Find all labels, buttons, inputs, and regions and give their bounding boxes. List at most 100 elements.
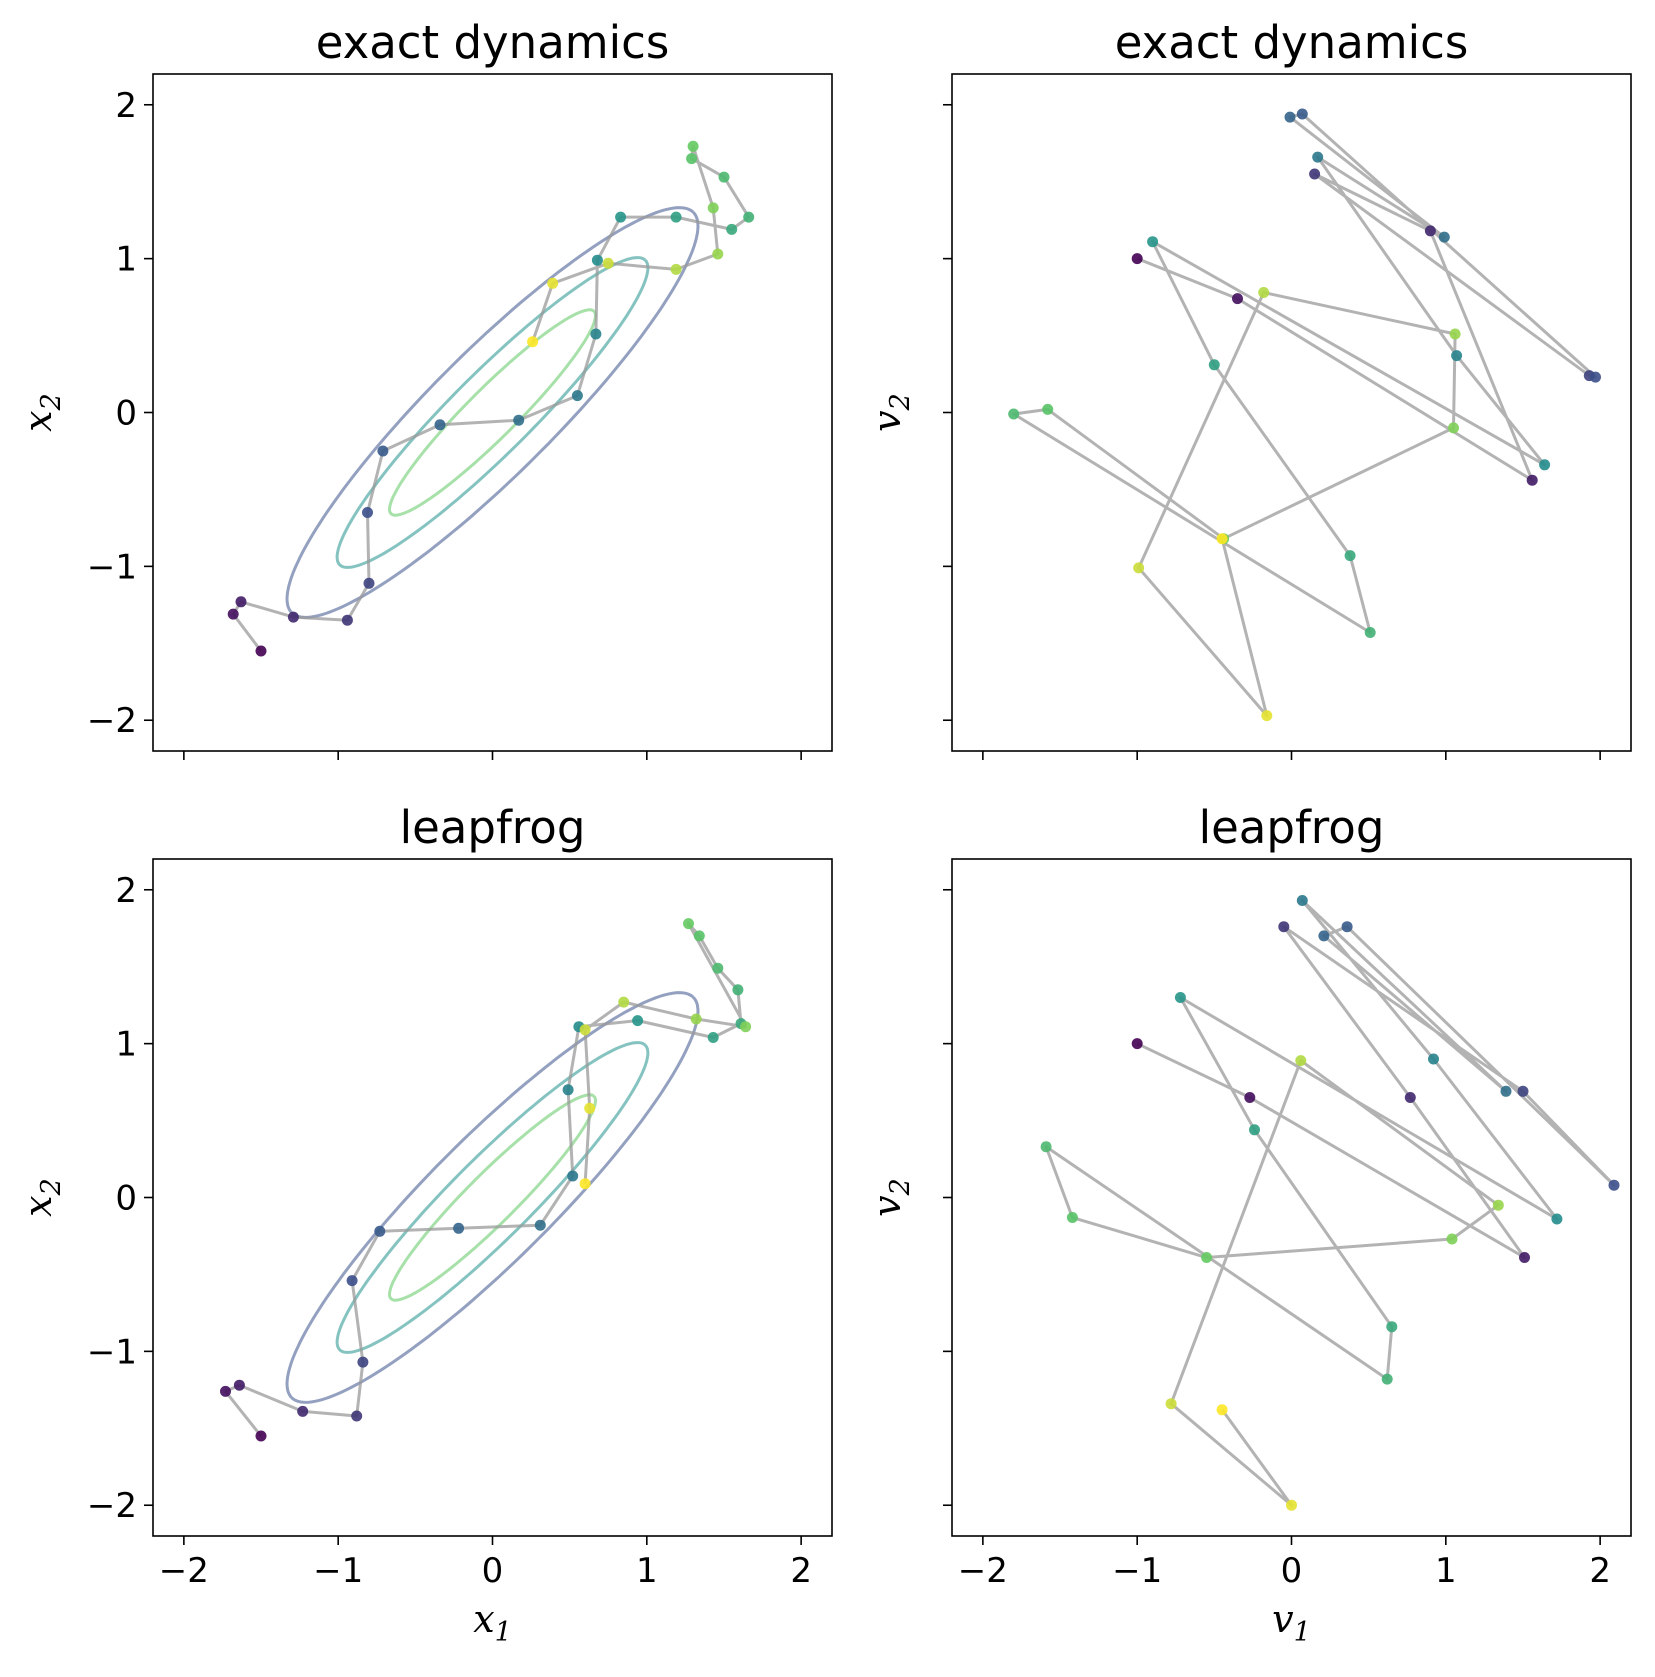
y-tick-label: −1 — [87, 547, 137, 587]
trajectory-line — [224, 922, 748, 1437]
y-tick-label: 0 — [115, 394, 137, 434]
data-point — [220, 1385, 231, 1397]
data-point — [1517, 1085, 1529, 1097]
data-point — [1539, 459, 1551, 471]
x-tick-label: −1 — [1112, 1551, 1162, 1591]
data-point — [1492, 1199, 1504, 1211]
plot-area — [220, 918, 752, 1442]
y-tick-label: 2 — [115, 86, 137, 126]
axes-frame — [152, 73, 833, 752]
contour-line — [285, 206, 700, 619]
data-point — [1526, 474, 1538, 486]
data-point — [227, 608, 239, 620]
data-point — [712, 248, 724, 260]
data-point — [1424, 225, 1436, 237]
data-point — [1278, 921, 1290, 933]
y-tick-label: 2 — [115, 871, 137, 911]
data-point — [1451, 350, 1463, 362]
data-point — [235, 596, 247, 608]
data-point — [1244, 1092, 1256, 1103]
data-point — [1404, 1092, 1416, 1103]
data-point — [712, 962, 724, 974]
data-point — [1364, 627, 1376, 638]
data-point — [1296, 895, 1308, 906]
data-point — [1258, 287, 1270, 298]
y-axis-label: x2 — [16, 393, 67, 432]
data-point — [687, 140, 699, 152]
y-axis-label: x2 — [16, 1178, 67, 1217]
subplot-1: exact dynamics −2 −1 0 1 2 x2 — [16, 16, 833, 760]
data-point — [1295, 1055, 1307, 1067]
subplot-title: exact dynamics — [1115, 16, 1469, 69]
y-axis-label: v2 — [865, 393, 916, 432]
data-point — [740, 1021, 752, 1033]
x-tick-label: 1 — [636, 1551, 658, 1591]
data-point — [1131, 253, 1143, 265]
data-point — [1201, 1252, 1213, 1263]
data-point — [1438, 231, 1450, 243]
data-point — [513, 414, 525, 426]
data-point — [591, 254, 603, 266]
subplot-title: exact dynamics — [316, 16, 670, 69]
data-point — [434, 419, 446, 431]
data-point — [567, 1170, 579, 1182]
data-point — [351, 1410, 363, 1422]
data-point — [1216, 533, 1228, 545]
data-point — [1042, 403, 1054, 415]
data-point — [1232, 293, 1243, 305]
data-point — [534, 1219, 546, 1231]
plot-area — [1008, 108, 1601, 722]
x-tick-label: −2 — [159, 1551, 209, 1591]
data-point — [363, 577, 375, 589]
trajectory-line — [1012, 112, 1597, 718]
data-point — [743, 211, 755, 223]
data-point — [584, 1102, 596, 1114]
data-point — [255, 1430, 267, 1442]
data-point — [670, 211, 682, 223]
data-point — [618, 996, 630, 1008]
data-point — [1249, 1124, 1260, 1136]
data-point — [287, 611, 299, 623]
data-point — [1386, 1321, 1398, 1333]
data-point — [726, 223, 738, 235]
data-point — [1551, 1213, 1563, 1225]
plot-area — [227, 140, 755, 657]
data-point — [1040, 1141, 1052, 1153]
data-point — [1296, 108, 1308, 120]
y-tick-label: −1 — [87, 1332, 137, 1372]
data-point — [670, 263, 682, 275]
data-point — [1284, 111, 1296, 123]
data-point — [602, 257, 614, 269]
x-axis-label: x1 — [473, 1597, 512, 1648]
data-point — [1381, 1373, 1393, 1385]
data-point — [1341, 921, 1353, 933]
data-point — [1608, 1179, 1620, 1191]
x-tick-label: −1 — [313, 1551, 363, 1591]
data-point — [547, 277, 559, 289]
data-point — [615, 211, 627, 223]
y-tick-label: 0 — [115, 1179, 137, 1219]
subplot-title: leapfrog — [1199, 801, 1385, 854]
data-point — [1449, 328, 1461, 340]
data-point — [1066, 1212, 1078, 1223]
x-tick-label: −2 — [958, 1551, 1008, 1591]
data-point — [1286, 1499, 1297, 1511]
x-tick-label: 0 — [1281, 1551, 1303, 1591]
axes-frame — [152, 858, 833, 1537]
y-axis-label: v2 — [865, 1178, 916, 1217]
data-point — [562, 1084, 574, 1096]
data-point — [377, 445, 389, 457]
y-tick-label: −2 — [87, 701, 137, 741]
subplot-3: leapfrog −2 −1 0 1 2 −2 −1 0 1 2 x1 x2 — [16, 801, 833, 1648]
data-point — [718, 171, 730, 183]
x-tick-label: 2 — [790, 1551, 812, 1591]
x-tick-label: 0 — [482, 1551, 504, 1591]
data-point — [1428, 1053, 1439, 1065]
data-point — [233, 1379, 245, 1391]
data-point — [1174, 992, 1186, 1003]
data-point — [632, 1015, 644, 1027]
subplot-title: leapfrog — [400, 801, 586, 854]
data-point — [1216, 1404, 1228, 1416]
data-point — [1448, 422, 1459, 434]
subplot-4: leapfrog −2 −1 0 1 2 v1 v2 — [865, 801, 1632, 1648]
